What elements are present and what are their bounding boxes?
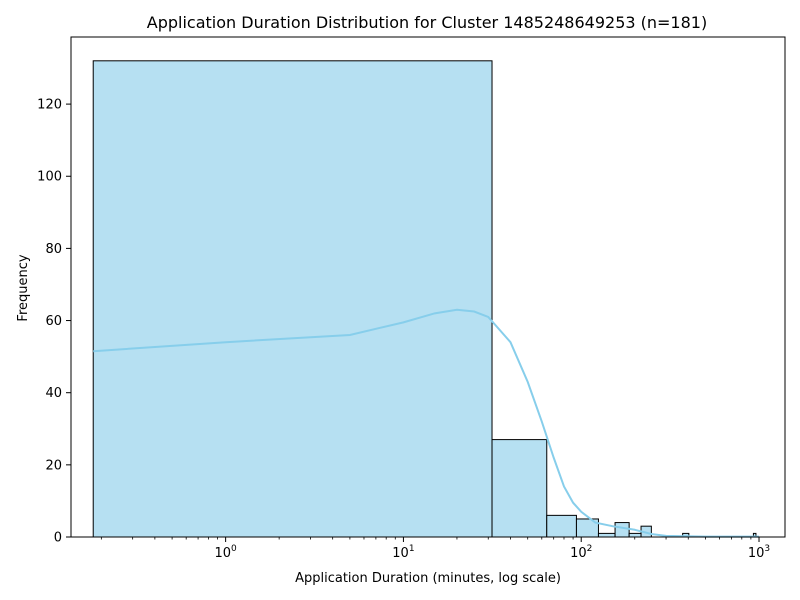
histogram-bars (92, 60, 757, 538)
kde-curve (93, 308, 760, 538)
histogram-bar (546, 514, 577, 538)
y-tick-label: 0 (54, 531, 62, 546)
histogram-bar (628, 532, 642, 538)
y-tick-label: 100 (37, 170, 62, 185)
histogram-bar (92, 60, 493, 538)
chart-title: Application Duration Distribution for Cl… (147, 13, 707, 32)
y-tick-label: 80 (45, 242, 62, 257)
x-axis-ticks: 100 101 102 103 (100, 537, 770, 561)
x-axis-label: Application Duration (minutes, log scale… (295, 571, 561, 586)
y-axis-ticks: 0 20 40 60 80 100 120 (37, 98, 71, 546)
x-tick-label: 103 (748, 544, 770, 561)
histogram-bar (597, 532, 616, 538)
plot-frame (70, 36, 786, 538)
x-tick-label: 100 (214, 544, 237, 561)
y-tick-label: 60 (45, 314, 62, 329)
histogram-bar (491, 439, 548, 538)
y-tick-label: 20 (45, 458, 62, 473)
histogram-bar (614, 522, 630, 538)
y-tick-label: 40 (45, 386, 62, 401)
x-tick-label: 102 (570, 544, 592, 561)
y-axis-label: Frequency (16, 254, 31, 321)
y-tick-label: 120 (37, 98, 62, 113)
x-tick-label: 101 (392, 544, 414, 561)
